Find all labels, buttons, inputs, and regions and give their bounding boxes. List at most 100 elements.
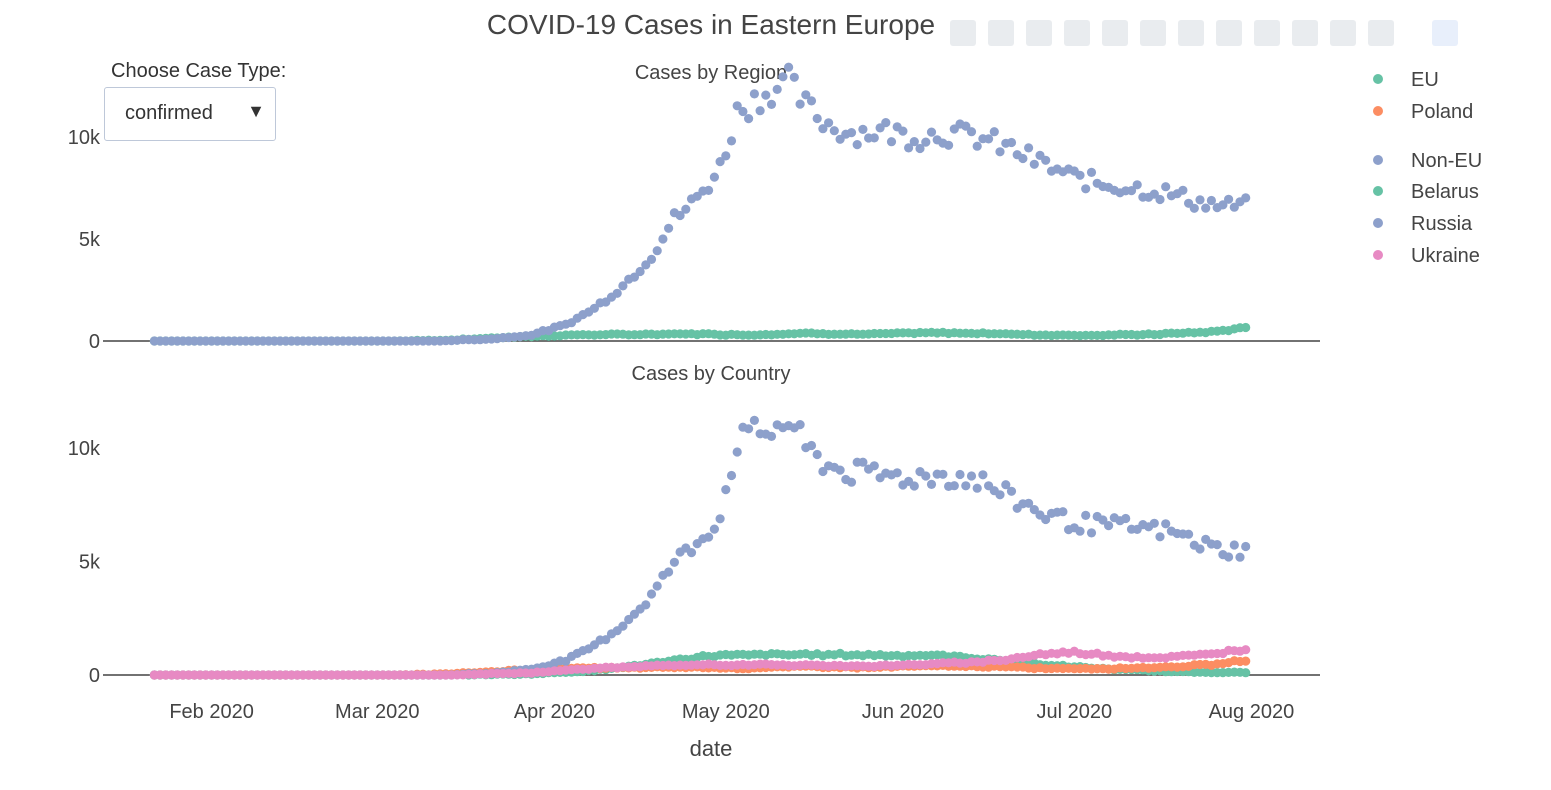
- case-type-dropdown[interactable]: confirmed ▼: [104, 87, 276, 141]
- data-point: [618, 621, 628, 631]
- legend-label: EU: [1411, 69, 1439, 91]
- data-point: [835, 465, 845, 475]
- data-point: [1178, 185, 1188, 195]
- autoscale-icon[interactable]: [1216, 20, 1242, 46]
- data-point: [1006, 486, 1017, 496]
- data-point: [852, 140, 862, 150]
- x-tick-label: Mar 2020: [335, 701, 420, 723]
- zoom-icon[interactable]: [988, 20, 1014, 46]
- data-point: [652, 581, 662, 591]
- plotly-logo-icon[interactable]: [1432, 20, 1458, 46]
- data-point: [721, 485, 731, 495]
- data-point: [1161, 182, 1171, 192]
- data-point: [732, 101, 742, 111]
- data-point: [1184, 529, 1194, 539]
- data-point: [1241, 656, 1251, 666]
- legend-item-russia[interactable]: Russia: [1373, 213, 1473, 235]
- data-point: [829, 126, 839, 136]
- y-tick-label: 0: [89, 665, 100, 687]
- legend-marker: [1373, 186, 1383, 196]
- data-point: [744, 424, 754, 434]
- data-point: [755, 106, 765, 116]
- spike-lines-icon[interactable]: [1292, 20, 1318, 46]
- data-point: [904, 143, 914, 153]
- data-point: [601, 635, 611, 645]
- data-point: [966, 127, 977, 137]
- series-ukraine: [149, 645, 1251, 680]
- data-point: [1229, 540, 1239, 550]
- legend-item-poland[interactable]: Poland: [1373, 101, 1473, 123]
- data-point: [1161, 519, 1171, 529]
- data-point: [989, 127, 999, 137]
- data-point: [898, 126, 908, 136]
- data-point: [1212, 540, 1222, 550]
- reset-axes-icon[interactable]: [1254, 20, 1280, 46]
- data-point: [749, 89, 760, 99]
- data-point: [1241, 645, 1251, 655]
- data-point: [1195, 195, 1205, 205]
- data-point: [709, 172, 720, 182]
- box-select-icon[interactable]: [1064, 20, 1090, 46]
- modebar[interactable]: [950, 20, 1458, 46]
- x-tick-label: Feb 2020: [169, 701, 254, 723]
- data-point: [869, 461, 879, 471]
- pan-icon[interactable]: [1026, 20, 1052, 46]
- data-point: [795, 420, 805, 430]
- data-point: [978, 470, 988, 480]
- data-point: [1241, 541, 1251, 552]
- data-point: [926, 479, 937, 489]
- data-point: [944, 140, 954, 150]
- data-point: [641, 600, 651, 610]
- data-point: [795, 99, 805, 109]
- legend-marker: [1373, 218, 1383, 228]
- data-point: [646, 589, 657, 599]
- chevron-down-icon: ▼: [247, 101, 265, 121]
- data-point: [972, 141, 982, 151]
- data-point: [1029, 505, 1039, 515]
- data-point: [909, 137, 919, 147]
- data-point: [915, 143, 925, 154]
- data-point: [635, 266, 645, 277]
- legend-item-eu[interactable]: EU: [1373, 69, 1439, 91]
- legend-item-ukraine[interactable]: Ukraine: [1373, 245, 1480, 267]
- data-point: [812, 113, 822, 124]
- lasso-select-icon[interactable]: [1102, 20, 1128, 46]
- data-point: [778, 72, 788, 82]
- data-point: [1132, 180, 1142, 190]
- data-point: [1206, 195, 1216, 206]
- zoom-in-icon[interactable]: [1140, 20, 1166, 46]
- data-point: [1155, 532, 1165, 542]
- data-point: [715, 514, 725, 524]
- data-point: [812, 449, 822, 460]
- hover-compare-icon[interactable]: [1368, 20, 1394, 46]
- data-point: [886, 137, 897, 147]
- data-point: [1086, 528, 1097, 538]
- data-point: [1041, 155, 1051, 165]
- data-point: [966, 471, 977, 481]
- hover-closest-icon[interactable]: [1330, 20, 1356, 46]
- data-point: [921, 137, 931, 147]
- data-point: [1104, 521, 1114, 531]
- data-point: [709, 524, 720, 534]
- data-point: [818, 466, 828, 477]
- y-tick-label: 10k: [68, 438, 101, 460]
- legend-item-belarus[interactable]: Belarus: [1373, 181, 1479, 203]
- legend-label: Ukraine: [1411, 245, 1480, 267]
- data-point: [892, 468, 902, 478]
- data-point: [1229, 202, 1239, 212]
- case-type-label: Choose Case Type:: [111, 60, 287, 82]
- y-tick-label: 5k: [79, 229, 101, 251]
- data-point: [909, 481, 919, 491]
- data-point: [806, 440, 817, 451]
- data-point: [1075, 170, 1085, 180]
- x-tick-label: Aug 2020: [1209, 701, 1295, 723]
- zoom-out-icon[interactable]: [1178, 20, 1204, 46]
- data-point: [784, 62, 794, 72]
- panel-2: Cases by Country 0 5k 10k: [68, 363, 1320, 687]
- data-point: [1126, 186, 1137, 196]
- data-point: [1029, 159, 1039, 169]
- camera-icon[interactable]: [950, 20, 976, 46]
- legend-item-non-eu[interactable]: Non-EU: [1373, 150, 1482, 172]
- data-point: [761, 90, 771, 100]
- data-point: [1201, 203, 1211, 213]
